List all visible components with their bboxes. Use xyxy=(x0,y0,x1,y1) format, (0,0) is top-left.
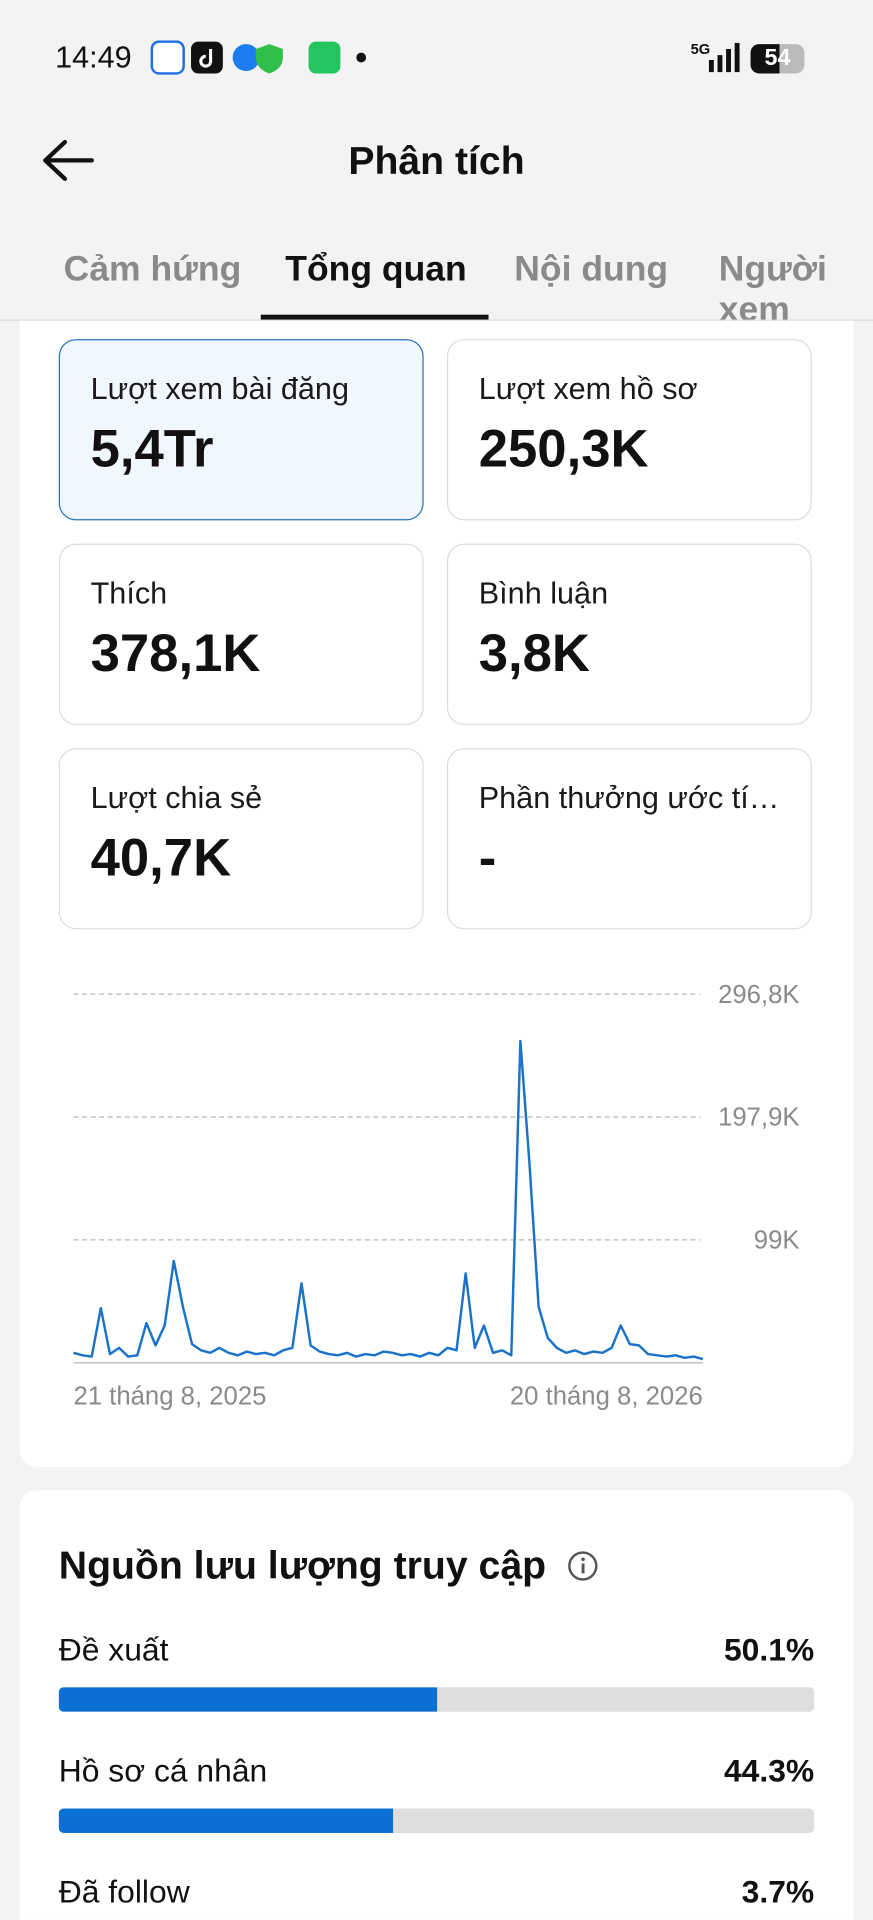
stat-value: 40,7K xyxy=(90,828,232,888)
source-label: Đã follow xyxy=(58,1873,190,1911)
source-label: Đề xuất xyxy=(58,1630,169,1668)
status-icons xyxy=(150,40,367,75)
views-chart: 99K 197,9K 296,8K 21 tháng 8, 2025 20 tháng … xyxy=(73,981,800,1410)
stat-value: 250,3K xyxy=(478,419,649,479)
y-tick-label: 296,8K xyxy=(718,981,799,1009)
stat-label: Bình luận xyxy=(478,576,609,611)
page-title: Phân tích xyxy=(348,138,525,183)
battery: 54 xyxy=(750,44,805,74)
signal-icon xyxy=(708,42,740,73)
battery-level: 54 xyxy=(764,45,791,72)
source-label: Hồ sơ cá nhân xyxy=(58,1752,268,1789)
status-time: 14:49 xyxy=(55,40,132,75)
stat-value: 3,8K xyxy=(478,624,590,684)
tab[interactable]: Cảm hứng xyxy=(63,249,242,289)
tab-divider xyxy=(0,319,873,321)
source-percent: 50.1% xyxy=(723,1630,815,1668)
tab[interactable]: Nội dung xyxy=(514,249,669,289)
stat-card[interactable]: Bình luận 3,8K xyxy=(446,543,812,725)
source-percent: 44.3% xyxy=(723,1752,815,1789)
stat-card[interactable]: Phần thưởng ước tí… - xyxy=(446,748,812,930)
stat-label: Lượt xem hồ sơ xyxy=(478,372,698,407)
stat-value: - xyxy=(478,828,497,888)
info-icon[interactable] xyxy=(567,1550,599,1582)
views-line xyxy=(73,1039,704,1361)
network-label: 5G xyxy=(690,40,711,58)
x-tick-label: 21 tháng 8, 2025 xyxy=(73,1382,266,1410)
stat-value: 378,1K xyxy=(90,624,261,684)
source-track xyxy=(58,1687,815,1712)
stat-label: Phần thưởng ước tí… xyxy=(478,781,780,816)
y-tick-label: 99K xyxy=(754,1226,800,1254)
stat-value: 5,4Tr xyxy=(90,419,214,479)
x-tick-label: 20 tháng 8, 2026 xyxy=(510,1382,703,1410)
tab-indicator xyxy=(260,314,489,320)
source-percent: 3.7% xyxy=(741,1873,815,1911)
tab[interactable]: Tổng quan xyxy=(285,249,467,289)
source-track xyxy=(58,1808,815,1833)
stat-card[interactable]: Thích 378,1K xyxy=(58,543,424,725)
stat-label: Lượt chia sẻ xyxy=(90,781,263,816)
stat-card[interactable]: Lượt xem hồ sơ 250,3K xyxy=(446,339,812,521)
source-bar xyxy=(58,1808,394,1833)
traffic-title: Nguồn lưu lượng truy cập xyxy=(58,1542,547,1587)
tab[interactable]: Người xem xyxy=(718,249,827,330)
stat-label: Lượt xem bài đăng xyxy=(90,372,349,407)
stat-card[interactable]: Lượt chia sẻ 40,7K xyxy=(58,748,424,930)
y-tick-label: 197,9K xyxy=(718,1104,799,1132)
source-bar xyxy=(58,1687,438,1712)
back-button[interactable] xyxy=(40,137,96,184)
stat-label: Thích xyxy=(90,576,168,611)
stat-card[interactable]: Lượt xem bài đăng 5,4Tr xyxy=(58,339,424,521)
